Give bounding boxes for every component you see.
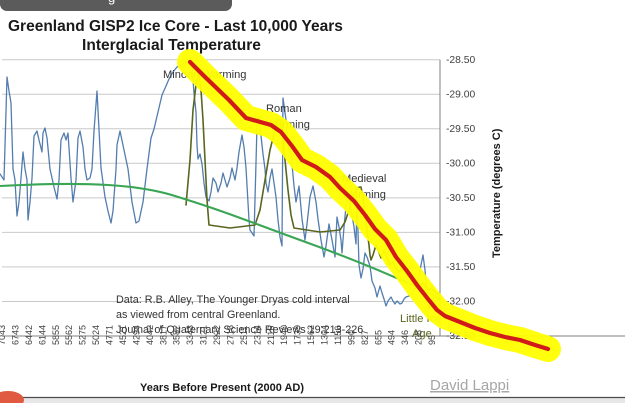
svg-text:David Lappi: David Lappi	[430, 377, 509, 394]
svg-text:-30.50: -30.50	[446, 193, 475, 204]
svg-text:2922: 2922	[212, 325, 222, 345]
svg-text:2716: 2716	[225, 325, 235, 345]
svg-text:6442: 6442	[24, 325, 34, 345]
svg-text:6144: 6144	[37, 325, 47, 345]
svg-text:Years Before Present (2000 AD): Years Before Present (2000 AD)	[140, 382, 304, 394]
svg-text:-30.00: -30.00	[446, 159, 475, 170]
svg-text:5024: 5024	[91, 325, 101, 345]
svg-text:Temperature (degrees C): Temperature (degrees C)	[491, 128, 503, 258]
svg-text:3817: 3817	[158, 325, 168, 345]
svg-text:5855: 5855	[51, 325, 61, 345]
svg-text:2116: 2116	[266, 326, 276, 345]
svg-text:as viewed from central Greenla: as viewed from central Greenland.	[116, 309, 280, 321]
svg-text:1156: 1156	[333, 326, 343, 345]
svg-text:-29.50: -29.50	[446, 124, 475, 135]
svg-text:5562: 5562	[64, 325, 74, 345]
svg-text:827: 827	[360, 330, 370, 345]
svg-text:1940: 1940	[279, 325, 289, 345]
svg-text:1562: 1562	[306, 325, 316, 345]
svg-text:-31.00: -31.00	[446, 228, 475, 239]
svg-text:1739: 1739	[293, 325, 303, 345]
svg-text:208: 208	[414, 330, 424, 345]
svg-text:3121: 3121	[199, 325, 209, 345]
svg-text:3582: 3582	[172, 325, 182, 345]
svg-text:95: 95	[427, 335, 437, 345]
svg-text:1304: 1304	[320, 325, 330, 345]
svg-text:-28.50: -28.50	[446, 55, 475, 66]
svg-text:7043: 7043	[0, 325, 7, 345]
svg-text:494: 494	[387, 330, 397, 345]
svg-text:3343: 3343	[185, 325, 195, 345]
svg-text:4771: 4771	[105, 325, 115, 345]
svg-text:2511: 2511	[239, 326, 249, 345]
svg-text:4042: 4042	[145, 325, 155, 345]
svg-text:990: 990	[346, 330, 356, 345]
svg-text:655: 655	[373, 330, 383, 345]
svg-text:4294: 4294	[131, 325, 141, 345]
svg-text:5275: 5275	[78, 325, 88, 345]
svg-text:2314: 2314	[252, 325, 262, 345]
svg-text:Data: R.B. Alley, The Younger: Data: R.B. Alley, The Younger Dryas cold…	[116, 294, 350, 306]
svg-text:6743: 6743	[10, 325, 20, 345]
svg-text:-29.00: -29.00	[446, 90, 475, 101]
svg-text:-31.50: -31.50	[446, 262, 475, 273]
svg-text:4521: 4521	[118, 325, 128, 345]
svg-text:346: 346	[400, 330, 410, 345]
